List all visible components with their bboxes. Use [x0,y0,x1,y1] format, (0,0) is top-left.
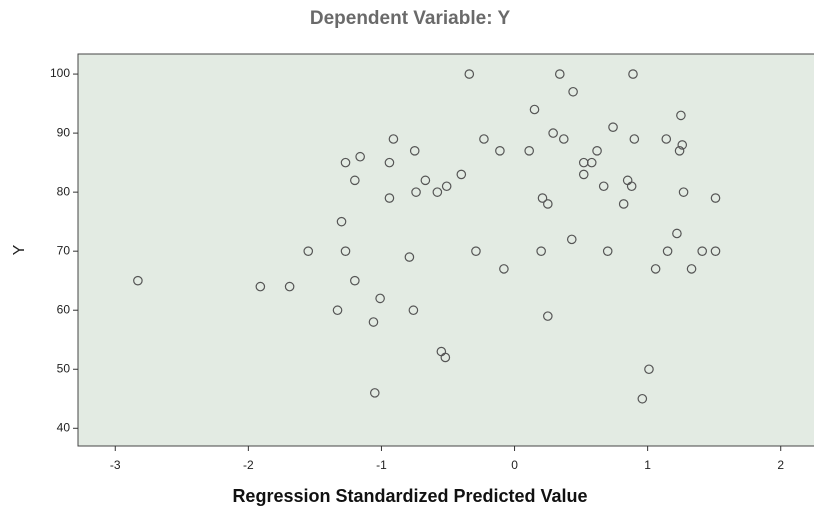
y-tick-label: 80 [57,184,71,198]
scatter-point [350,175,360,186]
scatter-point [662,246,673,256]
scatter-point [710,193,721,203]
scatter-point [375,293,385,304]
scatter-point [626,181,637,192]
scatter-point [420,175,431,186]
scatter-point [554,69,565,79]
x-tick-label: 2 [777,458,784,472]
x-tick-label: -3 [110,458,121,472]
scatter-point [628,69,638,79]
scatter-point [350,275,360,286]
chart-title: Dependent Variable: Y [310,8,511,29]
scatter-point [568,86,578,97]
scatter-point [499,264,509,274]
scatter-point [388,134,399,144]
scatter-point [384,193,395,203]
scatter-point [586,157,597,168]
scatter-point [592,146,602,156]
scatter-point [677,140,688,150]
x-axis-label: Regression Standardized Predicted Value [232,486,587,506]
scatter-point [440,352,451,363]
y-tick-label: 100 [50,66,70,80]
scatter-point [432,187,443,197]
scatter-point [369,388,380,398]
scatter-point [336,216,347,227]
y-axis-label: Y [11,244,28,255]
scatter-point [495,146,505,156]
scatter-point [355,151,365,162]
scatter-point [303,246,314,256]
scatter-point [408,305,419,316]
scatter-point [686,264,697,274]
scatter-point [368,317,379,327]
x-tick-label: -2 [243,458,254,472]
scatter-point [340,157,351,168]
scatter-point [255,281,266,292]
scatter-point [672,228,682,239]
x-tick-label: -1 [376,458,387,472]
scatter-point [608,122,618,133]
scatter-point [558,134,569,144]
scatter-point [629,134,640,144]
scatter-point [441,181,452,192]
scatter-point [676,110,686,121]
y-tick-label: 40 [57,420,71,434]
scatter-point [332,305,343,316]
y-tick-label: 60 [57,302,71,316]
scatter-point [524,146,534,156]
scatter-point [411,187,421,197]
y-tick-label: 70 [57,243,71,257]
x-tick-label: 0 [511,458,518,472]
scatter-point [710,246,721,256]
scatter-point [284,281,295,292]
scatter-point [674,146,685,156]
plot-area [77,53,814,447]
scatter-point [409,146,420,156]
scatter-point [548,128,558,138]
scatter-point [650,264,661,274]
scatter-point [471,246,481,256]
scatter-point [404,252,415,262]
scatter-point [340,246,351,256]
scatter-point [637,393,648,404]
scatter-point [543,199,553,209]
scatter-point [598,181,609,192]
scatter-point [566,234,577,245]
scatter-point [464,69,475,79]
y-tick-label: 50 [57,361,71,375]
scatter-point [133,275,143,286]
scatter-point [678,187,689,197]
scatter-point [537,193,548,203]
scatter-point [384,157,395,168]
scatter-point [618,199,629,209]
scatter-point [456,169,467,180]
scatter-point [529,104,540,115]
y-tick-label: 90 [57,125,71,139]
scatter-point [602,246,613,256]
scatter-point [644,364,654,375]
scatter-point [536,246,546,256]
scatter-point [697,246,708,256]
scatter-point [578,169,589,180]
x-tick-label: 1 [644,458,651,472]
scatter-point [661,134,672,144]
scatter-point [543,311,553,321]
scatter-point [479,134,489,144]
